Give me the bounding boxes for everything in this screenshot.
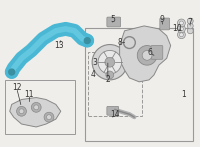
Circle shape xyxy=(17,106,26,116)
Circle shape xyxy=(19,109,24,114)
Circle shape xyxy=(105,57,115,67)
Text: 9: 9 xyxy=(159,15,164,24)
Text: 8: 8 xyxy=(117,38,122,47)
Circle shape xyxy=(178,19,185,27)
Text: 2: 2 xyxy=(105,75,110,84)
Text: 13: 13 xyxy=(54,41,64,50)
Circle shape xyxy=(142,50,152,60)
Polygon shape xyxy=(10,98,61,127)
Circle shape xyxy=(98,50,122,74)
Text: 7: 7 xyxy=(188,19,193,27)
Circle shape xyxy=(187,18,193,24)
Circle shape xyxy=(81,35,93,46)
Text: 11: 11 xyxy=(25,90,34,99)
Circle shape xyxy=(187,28,193,34)
Text: 12: 12 xyxy=(12,83,21,92)
Text: 14: 14 xyxy=(110,110,120,119)
Circle shape xyxy=(178,31,185,39)
Circle shape xyxy=(84,38,90,44)
Text: 5: 5 xyxy=(110,15,115,24)
FancyBboxPatch shape xyxy=(107,106,119,115)
FancyBboxPatch shape xyxy=(107,17,121,27)
Text: 10: 10 xyxy=(172,24,181,33)
Circle shape xyxy=(6,66,18,78)
Polygon shape xyxy=(120,26,171,82)
Text: 3: 3 xyxy=(93,58,98,67)
FancyBboxPatch shape xyxy=(151,46,163,59)
Circle shape xyxy=(31,102,41,112)
Circle shape xyxy=(92,45,127,80)
Circle shape xyxy=(44,112,54,122)
Circle shape xyxy=(178,25,185,33)
Circle shape xyxy=(137,46,157,65)
Circle shape xyxy=(179,33,183,37)
Circle shape xyxy=(106,71,114,79)
Circle shape xyxy=(9,69,15,75)
Circle shape xyxy=(179,21,183,25)
Circle shape xyxy=(187,23,193,29)
Circle shape xyxy=(179,27,183,31)
Text: 4: 4 xyxy=(91,70,96,80)
Circle shape xyxy=(34,105,39,110)
FancyBboxPatch shape xyxy=(160,18,170,30)
Text: 6: 6 xyxy=(148,48,152,57)
Circle shape xyxy=(47,115,51,120)
Text: 1: 1 xyxy=(181,90,186,99)
